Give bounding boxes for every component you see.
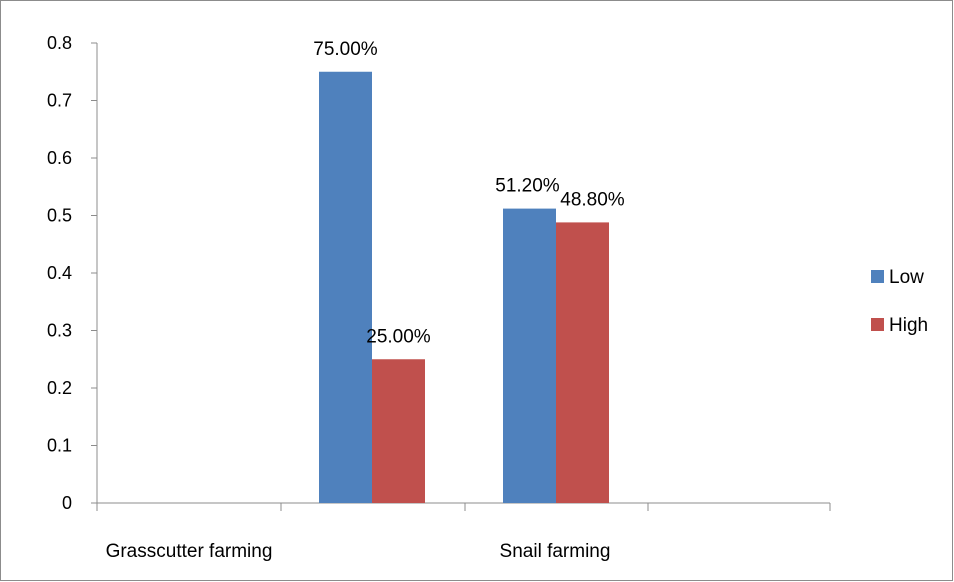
category-label-1: Grasscutter farming <box>106 541 273 562</box>
legend: Low High <box>871 267 928 336</box>
y-tick-label: 0.5 <box>47 206 72 226</box>
category-label-2: Snail farming <box>500 541 611 562</box>
bar-high-2 <box>556 222 609 503</box>
bars-group <box>319 71 609 503</box>
y-tick-label: 0.7 <box>47 91 72 111</box>
y-tick-label: 0 <box>62 493 72 513</box>
y-tick-label: 0.6 <box>47 148 72 168</box>
bar-high-1 <box>372 359 425 503</box>
y-tick-label: 0.8 <box>47 33 72 53</box>
data-labels-group: 75.00% 25.00% 51.20%48.80% <box>313 39 625 348</box>
data-label-high-2: 48.80% <box>560 189 625 210</box>
y-tick-label: 0.4 <box>47 263 72 283</box>
bar-low-2 <box>503 208 556 503</box>
y-tick-label: 0.3 <box>47 321 72 341</box>
y-tick-label: 0.1 <box>47 436 72 456</box>
legend-swatch-high <box>871 318 884 331</box>
category-labels-group: Grasscutter farming Snail farming <box>106 541 611 562</box>
y-tick-label: 0.2 <box>47 378 72 398</box>
data-label-low-1: 75.00% <box>313 39 378 60</box>
legend-swatch-low <box>871 270 884 283</box>
data-label-high-1: 25.00% <box>366 326 431 347</box>
data-label-low-2: 51.20% <box>495 176 560 197</box>
legend-label-high: High <box>889 315 928 336</box>
legend-label-low: Low <box>889 267 924 288</box>
x-axis <box>96 502 831 511</box>
bar-low-1 <box>319 71 372 503</box>
y-axis: 0 0.1 0.2 0.3 0.4 0.5 0.6 0.7 0.8 <box>47 33 98 513</box>
